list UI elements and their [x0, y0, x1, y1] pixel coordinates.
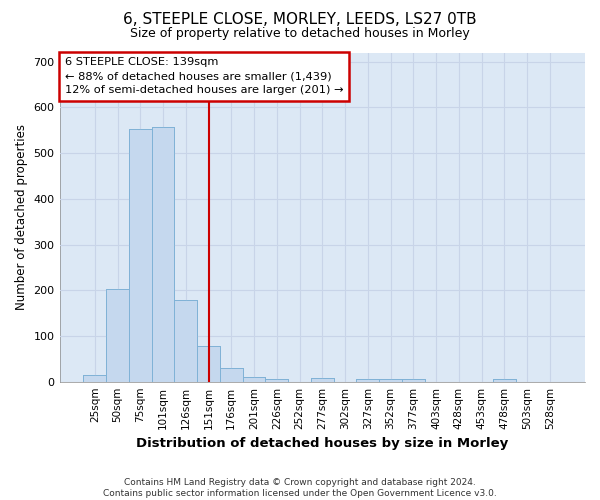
- Bar: [265, 380, 288, 382]
- Bar: [106, 289, 129, 382]
- Bar: [356, 380, 379, 382]
- Bar: [129, 129, 152, 382]
- Bar: [242, 376, 265, 382]
- Bar: [129, 129, 152, 382]
- Bar: [356, 380, 379, 382]
- Bar: [83, 376, 106, 382]
- Bar: [197, 346, 220, 382]
- Text: Contains HM Land Registry data © Crown copyright and database right 2024.
Contai: Contains HM Land Registry data © Crown c…: [103, 478, 497, 498]
- Bar: [220, 368, 242, 382]
- Bar: [175, 300, 197, 382]
- Text: 6 STEEPLE CLOSE: 139sqm
← 88% of detached houses are smaller (1,439)
12% of semi: 6 STEEPLE CLOSE: 139sqm ← 88% of detache…: [65, 58, 343, 96]
- Bar: [220, 368, 242, 382]
- Bar: [265, 380, 288, 382]
- Bar: [152, 127, 175, 382]
- Bar: [242, 376, 265, 382]
- Text: Size of property relative to detached houses in Morley: Size of property relative to detached ho…: [130, 28, 470, 40]
- Y-axis label: Number of detached properties: Number of detached properties: [15, 124, 28, 310]
- Bar: [311, 378, 334, 382]
- Bar: [402, 380, 425, 382]
- Bar: [493, 380, 515, 382]
- Bar: [379, 380, 402, 382]
- Bar: [152, 127, 175, 382]
- Bar: [311, 378, 334, 382]
- Bar: [197, 346, 220, 382]
- Bar: [493, 380, 515, 382]
- X-axis label: Distribution of detached houses by size in Morley: Distribution of detached houses by size …: [136, 437, 508, 450]
- Text: 6, STEEPLE CLOSE, MORLEY, LEEDS, LS27 0TB: 6, STEEPLE CLOSE, MORLEY, LEEDS, LS27 0T…: [123, 12, 477, 28]
- Bar: [175, 300, 197, 382]
- Bar: [83, 376, 106, 382]
- Bar: [402, 380, 425, 382]
- Bar: [379, 380, 402, 382]
- Bar: [106, 289, 129, 382]
